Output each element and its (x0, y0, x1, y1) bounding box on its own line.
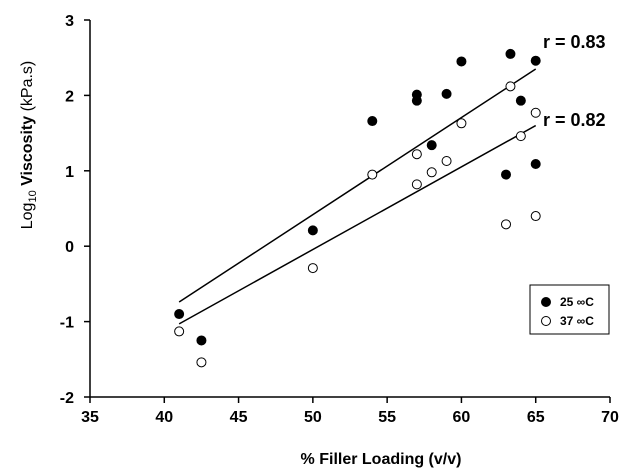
y-axis-label: Log10 Viscosity (kPa.s) (19, 61, 39, 230)
data-point-37 (174, 326, 185, 337)
legend-marker-37 (541, 316, 551, 326)
x-axis-label: % Filler Loading (v/v) (301, 451, 462, 468)
y-tick-label: 2 (65, 88, 74, 105)
fit-label-37: r = 0.82 (543, 110, 606, 130)
y-tick-label: -2 (60, 390, 74, 407)
data-point-37 (307, 263, 318, 274)
data-point-25 (530, 55, 541, 66)
axes: 35 40 45 50 55 60 65 70 -2 -1 0 1 2 3 (60, 13, 619, 426)
data-point-25 (307, 225, 318, 236)
data-point-37 (411, 149, 422, 160)
data-point-37 (411, 179, 422, 190)
data-point-25 (530, 159, 541, 170)
data-point-37 (505, 81, 516, 92)
legend: 25 ∞C 37 ∞C (529, 284, 610, 335)
y-tick-label: 1 (65, 164, 74, 181)
data-point-37 (441, 155, 452, 166)
data-point-37 (196, 357, 207, 368)
legend-box (529, 284, 610, 335)
labels: % Filler Loading (v/v) Log10 Viscosity (… (19, 32, 606, 468)
data-point-37 (367, 169, 378, 180)
data-point-37 (515, 131, 526, 142)
y-tick-label: -1 (60, 315, 74, 332)
data-point-25 (441, 88, 452, 99)
data-point-25 (367, 116, 378, 127)
y-axis-label-unit: (kPa.s) (19, 61, 36, 112)
data-point-25 (515, 95, 526, 106)
data-point-25 (501, 169, 511, 180)
data-point-37 (530, 211, 541, 222)
x-tick-label: 65 (527, 409, 545, 426)
y-tick-label: 3 (65, 13, 74, 30)
data-point-37 (530, 107, 541, 118)
x-tick-label: 60 (453, 409, 471, 426)
svg-text:Log10 Viscosity (kPa.s): Log10 Viscosity (kPa.s) (19, 61, 39, 230)
x-tick-label: 70 (601, 409, 619, 426)
data-point-37 (501, 219, 511, 230)
x-tick-label: 50 (304, 409, 322, 426)
legend-marker-25 (541, 297, 551, 307)
x-tick-label: 45 (230, 409, 248, 426)
data-point-25 (196, 335, 207, 346)
y-axis-label-subscript: 10 (27, 190, 39, 202)
y-axis-label-main: Viscosity (19, 116, 36, 186)
x-tick-label: 55 (378, 409, 396, 426)
data-point-37 (426, 167, 437, 178)
x-tick-label: 35 (81, 409, 99, 426)
data-points (174, 48, 541, 368)
fit-lines (178, 68, 537, 325)
x-tick-label: 40 (155, 409, 173, 426)
data-point-25 (456, 56, 467, 67)
fit-line-25 (178, 68, 537, 303)
y-axis-label-prefix: Log (19, 203, 36, 230)
y-tick-label: 0 (65, 239, 74, 256)
legend-label-37: 37 ∞C (560, 314, 594, 328)
data-point-25 (505, 48, 516, 59)
fit-label-25: r = 0.83 (543, 32, 606, 52)
legend-label-25: 25 ∞C (560, 295, 594, 309)
data-point-25 (411, 95, 422, 106)
data-point-37 (456, 118, 467, 129)
data-point-25 (174, 309, 185, 320)
fit-line-37 (178, 124, 537, 325)
data-point-25 (426, 140, 437, 151)
